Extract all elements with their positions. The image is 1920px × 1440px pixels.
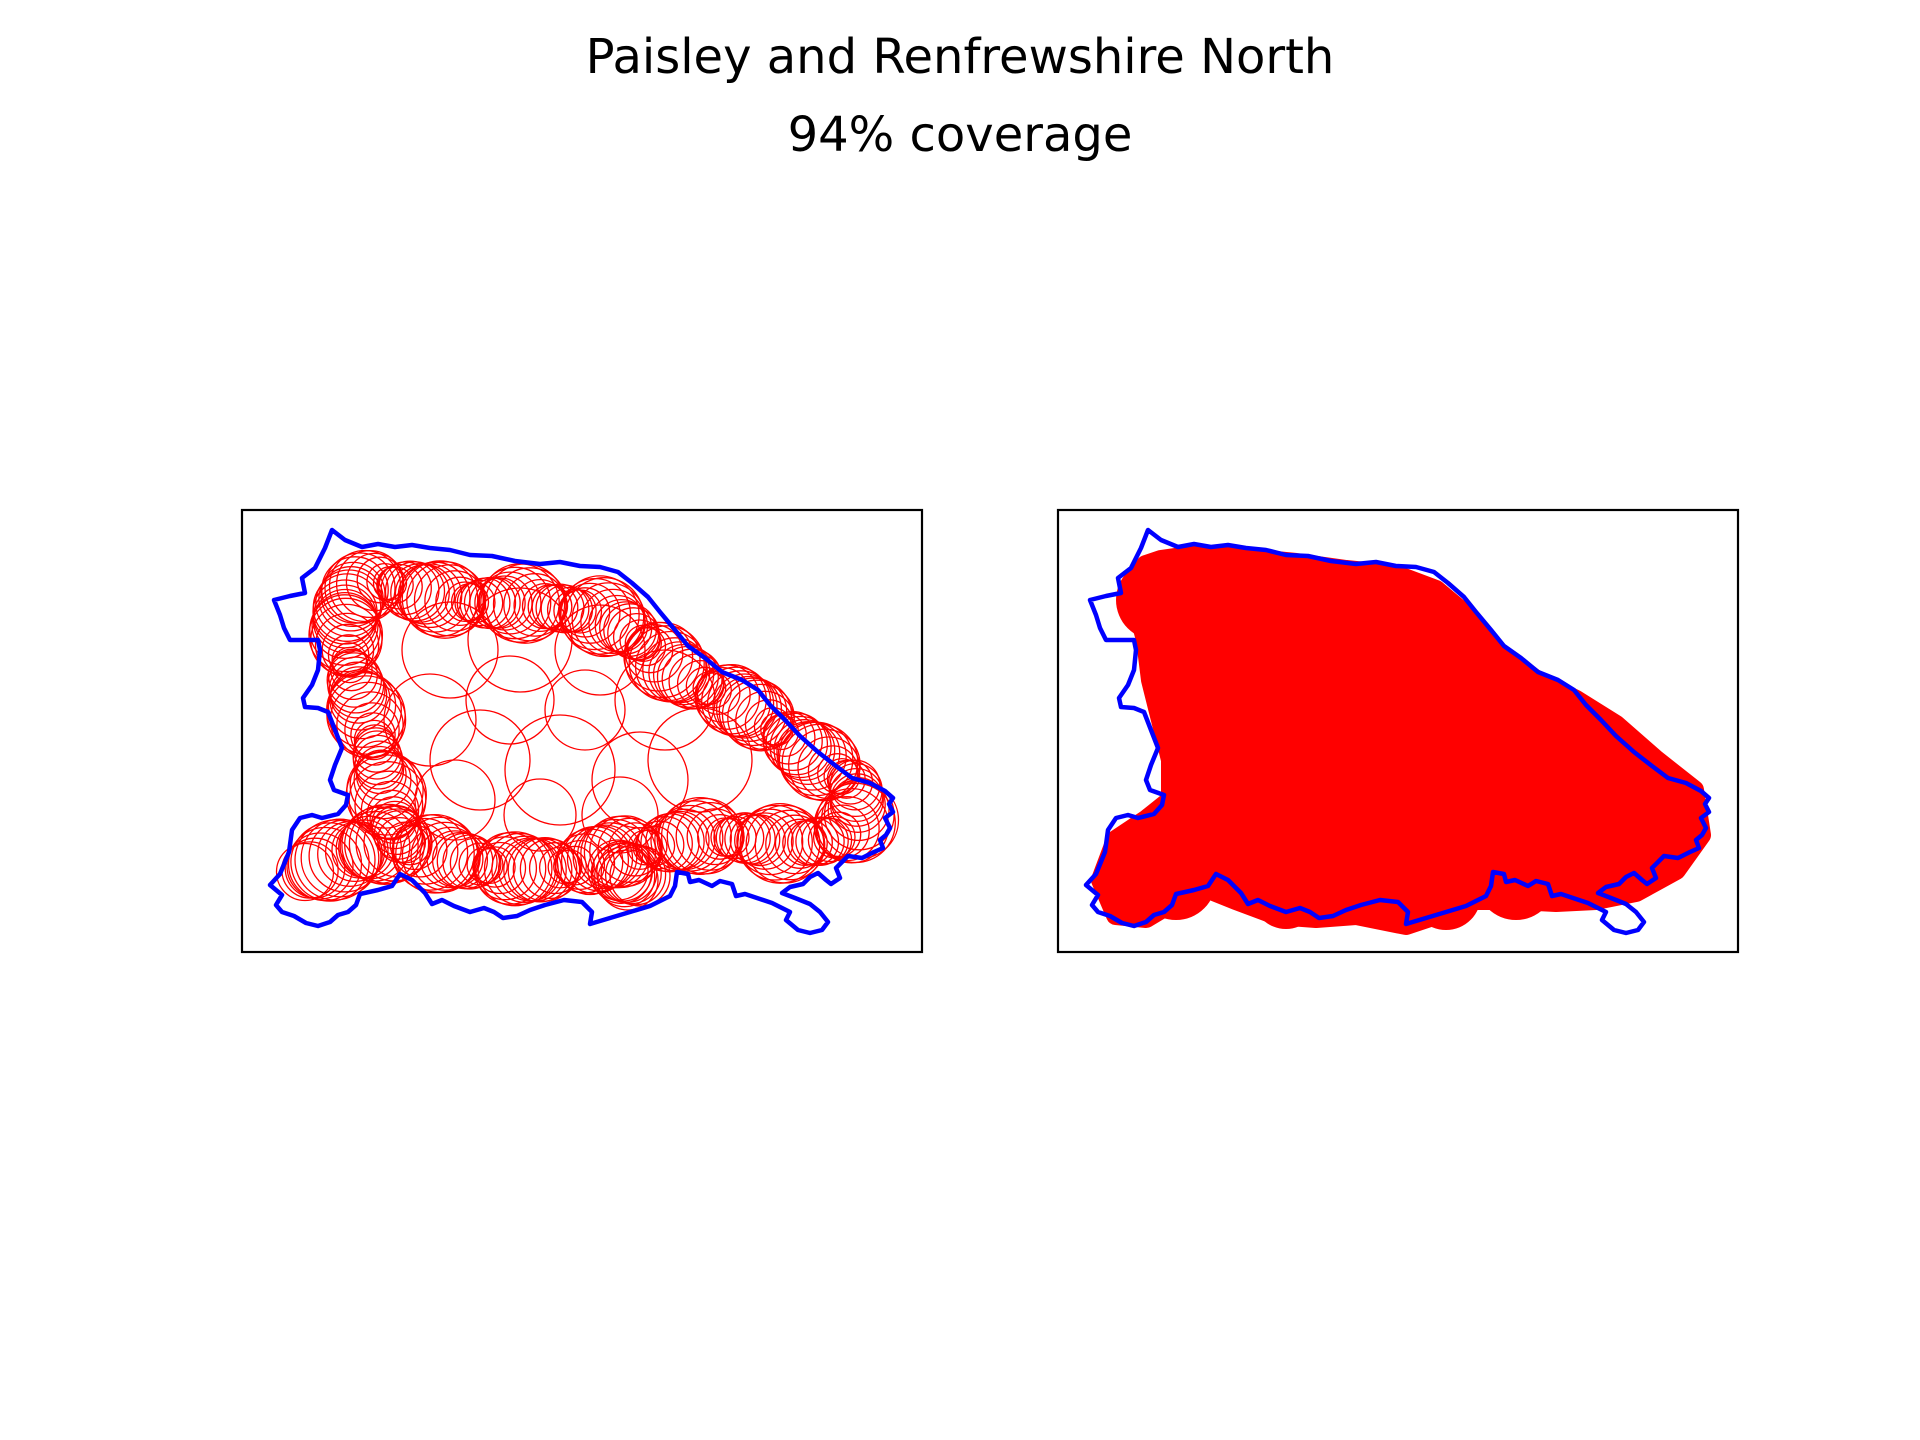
coverage-circle <box>823 757 861 795</box>
coverage-circle <box>389 824 431 866</box>
coverage-fill-circle <box>1340 854 1412 926</box>
constituency-boundary-left <box>267 527 896 936</box>
coverage-circle <box>609 845 671 907</box>
coverage-circle <box>719 812 771 864</box>
coverage-circle <box>410 821 480 891</box>
coverage-circle <box>406 561 484 639</box>
coverage-fill-circle <box>1136 840 1216 920</box>
coverage-circle <box>765 712 829 776</box>
coverage-circle <box>503 778 577 852</box>
panel-frame-right <box>1056 508 1740 954</box>
coverage-circle <box>472 836 538 901</box>
coverage-circle <box>614 649 716 751</box>
coverage-circle <box>544 669 626 751</box>
coverage-fill-circle <box>1631 775 1701 845</box>
coverage-circle <box>314 612 380 678</box>
coverage-circle <box>739 802 821 884</box>
coverage-circle <box>483 832 557 906</box>
coverage-circle <box>330 648 373 692</box>
coverage-circle <box>692 671 727 706</box>
coverage-circle <box>384 561 446 622</box>
coverage-circle <box>380 560 440 620</box>
coverage-circle <box>773 719 836 781</box>
coverage-circle <box>442 834 498 890</box>
coverage-circle <box>581 776 659 854</box>
coverage-fill-circle <box>1411 860 1481 930</box>
coverage-circle <box>353 750 412 810</box>
coverage-circle <box>324 552 396 624</box>
coverage-circle <box>465 655 555 745</box>
coverage-fill-circle <box>1576 820 1656 900</box>
coverage-circle <box>600 842 662 905</box>
coverage-circle <box>329 666 388 724</box>
coverage-circle <box>591 731 689 829</box>
coverage-circle <box>478 566 552 640</box>
coverage-subtitle: 94% coverage <box>787 107 1133 163</box>
coverage-fill-circle <box>1116 560 1196 640</box>
coverage-circle <box>331 642 368 678</box>
coverage-circle <box>762 710 823 772</box>
coverage-circle <box>557 589 603 634</box>
constituency-boundary-right <box>1083 527 1712 936</box>
coverage-circle <box>660 796 740 876</box>
coverage-circle <box>474 846 516 888</box>
coverage-circle <box>474 577 526 629</box>
coverage-circle <box>604 844 667 906</box>
coverage-circle <box>715 813 765 863</box>
coverage-circle <box>339 810 411 882</box>
coverage-circle <box>341 806 419 884</box>
coverage-circle <box>419 826 481 889</box>
coverage-circle <box>390 563 450 623</box>
coverage-circle <box>294 819 376 901</box>
coverage-circle <box>353 719 395 761</box>
coverage-circle <box>383 673 477 767</box>
coverage-circle <box>656 804 724 872</box>
coverage-circle <box>290 822 370 902</box>
coverage-circle <box>554 604 646 696</box>
coverage-circle <box>507 837 573 903</box>
coverage-circle <box>647 707 753 813</box>
coverage-circle <box>812 815 856 859</box>
coverage-circle <box>414 759 496 841</box>
coverage-circle <box>429 709 531 811</box>
coverage-circle <box>391 817 459 885</box>
coverage-circle <box>712 673 778 739</box>
coverage-circle <box>769 715 832 779</box>
coverage-circle <box>287 826 363 902</box>
coverage-fill-circle <box>1210 834 1282 906</box>
coverage-circle <box>308 597 384 673</box>
coverage-circle <box>467 587 573 693</box>
coverage-circle <box>331 821 389 879</box>
coverage-circle <box>449 837 501 889</box>
coverage-circle <box>326 652 383 708</box>
panel-coverage-circles <box>240 508 924 954</box>
coverage-circle <box>736 812 794 870</box>
coverage-circle <box>652 643 715 706</box>
coverage-circle <box>466 846 504 884</box>
coverage-circle <box>513 578 567 633</box>
coverage-circle <box>286 832 354 900</box>
coverage-circle <box>564 577 645 658</box>
coverage-circle <box>376 566 414 604</box>
figure-title-block: Paisley and Renfrewshire North 94% cover… <box>0 18 1920 174</box>
coverage-circle <box>312 584 378 649</box>
coverage-circle <box>355 745 405 795</box>
coverage-union-layer <box>1091 545 1711 935</box>
coverage-circle <box>309 594 381 666</box>
figure-title: Paisley and Renfrewshire North <box>585 29 1335 85</box>
panel-coverage-union <box>1056 508 1740 954</box>
coverage-circle <box>377 563 423 610</box>
coverage-circle <box>329 669 391 731</box>
coverage-circle <box>317 821 383 887</box>
coverage-circle <box>275 842 335 902</box>
coverage-circle <box>619 619 661 661</box>
coverage-circle <box>311 591 379 660</box>
coverage-circles-layer <box>275 549 900 911</box>
coverage-circle <box>401 560 479 637</box>
coverage-circle <box>327 649 378 701</box>
coverage-circle <box>504 714 616 826</box>
coverage-circle <box>401 601 499 699</box>
panel-frame-left <box>240 508 924 954</box>
